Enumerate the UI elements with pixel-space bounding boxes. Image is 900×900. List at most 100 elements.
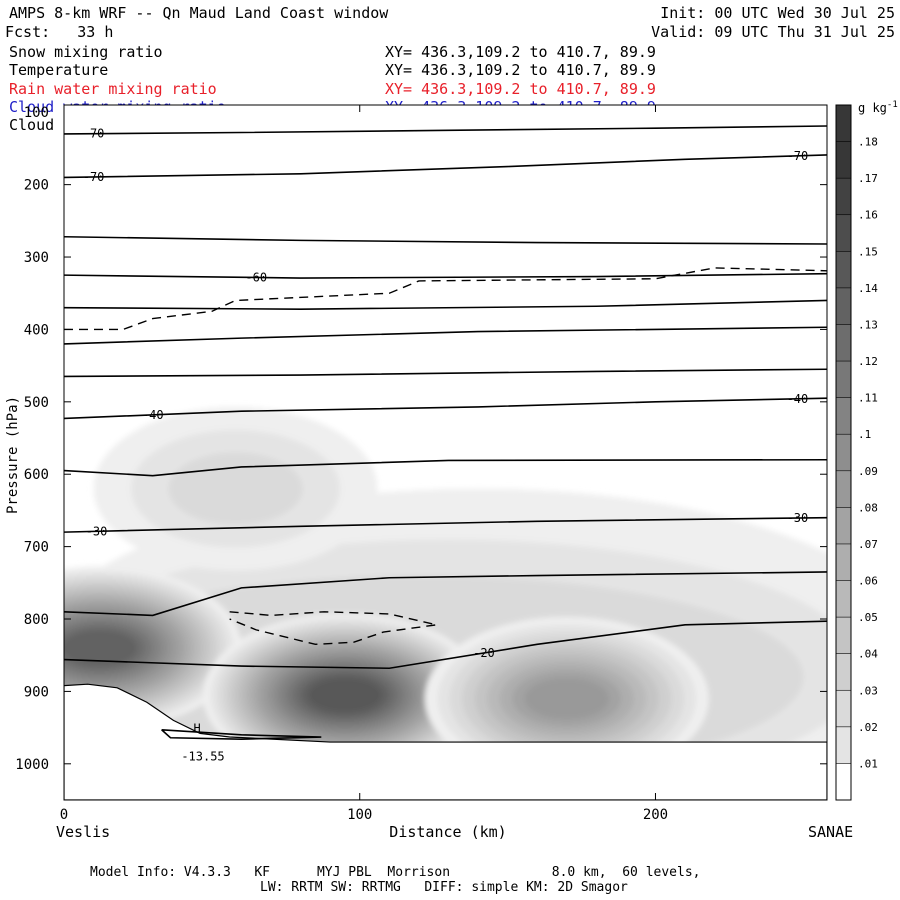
colorbar-bin [836,324,851,362]
colorbar-bin [836,141,851,179]
colorbar-tick-label: .13 [858,318,878,331]
colorbar-tick-label: .14 [858,282,878,295]
field-name: Snow mixing ratio [9,43,163,61]
shade-level [307,677,383,713]
contour-label: -70 [83,127,105,141]
colorbar-bin [836,397,851,435]
temperature-contour [64,397,827,420]
model-info: Model Info: V4.3.3 KF MYJ PBL Morrison 8… [90,865,701,880]
temperature-contour [64,235,827,245]
colorbar-bin [836,178,851,216]
colorbar: .01 .02 .03 .04 .05 .06 .07 .08 .09 .1 .11 .12 .13 .1… [835,104,878,801]
temperature-contour [64,326,827,345]
colorbar-tick-label: .04 [858,648,878,661]
contour-label: -20 [473,646,495,660]
temperature-contour [161,728,322,740]
shade-level [168,452,303,525]
y-tick-label: 600 [24,467,49,483]
colorbar-bin [836,361,851,399]
colorbar-bin [836,105,851,143]
x-end-location: SANAE [808,823,853,841]
colorbar-tick-label: .08 [858,501,878,514]
model-physics: LW: RRTM SW: RRTMG DIFF: simple KM: 2D S… [260,880,628,895]
field-xy-range: XY= 436.3,109.2 to 410.7, 89.9 [385,43,656,61]
colorbar-tick-label: .05 [858,611,878,624]
forecast-hour: Fcst: 33 h [5,23,114,41]
contour-label: -70 [83,170,105,184]
colorbar-tick-label: .16 [858,209,878,222]
contour-label: -40 [142,408,164,422]
y-tick-label: 100 [24,105,49,121]
terrain-mask [64,683,827,800]
colorbar-bin [836,580,851,618]
colorbar-tick-label: .06 [858,575,878,588]
y-tick-label: 400 [24,322,49,338]
colorbar-tick-label: .03 [858,684,878,697]
contour-label: -30 [86,524,108,538]
temperature-contour [64,299,827,310]
colorbar-bin [836,543,851,582]
colorbar-tick-label: .07 [858,538,878,551]
y-tick-label: 1000 [15,757,49,773]
temperature-contour [64,516,827,533]
shade-level [64,630,138,666]
contour-label: -30 [787,511,809,525]
colorbar-bin [836,617,851,655]
colorbar-bin [836,653,851,691]
y-tick-label: 800 [24,612,49,628]
x-axis-label: Distance (km) [389,823,506,841]
init-time: Init: 00 UTC Wed 30 Jul 25 [660,4,895,22]
field-name: Rain water mixing ratio [9,79,217,98]
colorbar-tick-label: .11 [858,392,878,405]
y-tick-label: 200 [24,178,49,194]
y-tick-label: 900 [24,684,49,700]
rain-contour [229,611,437,646]
colorbar-bin [836,251,851,289]
plot-frame [63,104,828,801]
temperature-contour [64,154,827,179]
y-tick-label: 700 [24,540,49,556]
contour-label: -60 [245,270,267,284]
temperature-contour [64,125,827,135]
high-marker: H [193,722,200,736]
contour-labels: -70 -70 -70 -60 -40 -40 -30 -30 -20 -13.55 H [83,127,809,764]
colorbar-tick-label: .01 [858,757,878,770]
colorbar-tick-label: .15 [858,245,878,258]
y-tick-label: 300 [24,250,49,266]
temperature-contour [64,620,827,670]
chart-title: AMPS 8-km WRF -- Qn Maud Land Coast wind… [9,4,389,22]
x-tick-label: 100 [347,807,372,823]
x-tick-label: 200 [643,807,668,823]
colorbar-bin [836,434,851,472]
y-tick-label: 500 [24,395,49,411]
field-name: Temperature [9,61,109,80]
colorbar-bin [836,690,851,728]
colorbar-bin [836,763,851,801]
y-axis-label: Pressure (hPa) [5,396,21,514]
colorbar-tick-label: .1 [858,428,871,441]
temperature-contour [64,571,827,617]
x-tick-label: 0 [60,807,68,823]
contour-label: -40 [787,392,809,406]
temperature-contour [64,368,827,378]
colorbar-bin [836,507,851,545]
shade-level [524,677,609,720]
colorbar-bin [836,470,851,508]
colorbar-tick-label: .02 [858,721,878,734]
field-xy-range: XY= 436.3,109.2 to 410.7, 89.9 [385,61,656,80]
colorbar-tick-label: .12 [858,355,878,368]
temperature-contour [64,458,827,477]
colorbar-bin [836,287,851,325]
colorbar-unit: g kg-1 [858,100,898,115]
contour-label: -13.55 [181,749,224,763]
colorbar-tick-label: .09 [858,465,878,478]
colorbar-frame [835,104,852,801]
colorbar-bin [836,726,851,764]
x-start-location: Veslis [56,823,110,841]
temperature-contour [64,272,827,279]
contour-label: -70 [787,149,809,163]
field-xy-range: XY= 436.3,109.2 to 410.7, 89.9 [385,79,656,98]
valid-time: Valid: 09 UTC Thu 31 Jul 25 [651,23,895,41]
colorbar-bin [836,214,851,252]
